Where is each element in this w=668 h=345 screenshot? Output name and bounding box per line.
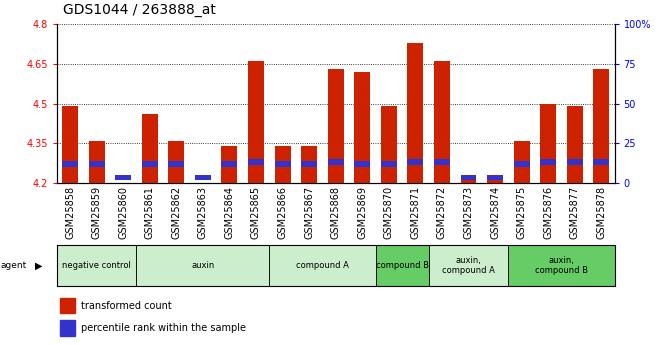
Text: ▶: ▶	[35, 261, 42, 270]
Bar	[593, 69, 609, 183]
Text: GSM25870: GSM25870	[384, 186, 394, 239]
Text: GSM25862: GSM25862	[171, 186, 181, 239]
Text: GSM25859: GSM25859	[92, 186, 102, 239]
Text: GSM25873: GSM25873	[464, 186, 474, 239]
Bar	[508, 245, 615, 286]
Text: compound B: compound B	[375, 261, 429, 270]
Bar	[540, 104, 556, 183]
Text: GDS1044 / 263888_at: GDS1044 / 263888_at	[63, 3, 216, 17]
Text: GSM25874: GSM25874	[490, 186, 500, 239]
Text: negative control: negative control	[62, 261, 131, 270]
Bar	[136, 245, 269, 286]
Text: auxin: auxin	[191, 261, 214, 270]
Bar	[168, 161, 184, 167]
Bar	[487, 175, 503, 180]
Text: GSM25869: GSM25869	[357, 186, 367, 239]
Text: GSM25865: GSM25865	[251, 186, 261, 239]
Text: auxin,
compound A: auxin, compound A	[442, 256, 495, 275]
Text: GSM25875: GSM25875	[516, 186, 526, 239]
Bar	[62, 106, 78, 183]
Bar	[222, 161, 237, 167]
Bar	[407, 159, 424, 165]
Text: GSM25863: GSM25863	[198, 186, 208, 239]
Bar	[248, 61, 264, 183]
Bar	[593, 159, 609, 165]
Bar	[142, 161, 158, 167]
Bar	[57, 245, 136, 286]
Bar	[354, 72, 370, 183]
Text: GSM25872: GSM25872	[437, 186, 447, 239]
Text: GSM25868: GSM25868	[331, 186, 341, 239]
Bar	[514, 161, 530, 167]
Bar	[328, 69, 343, 183]
Bar	[566, 106, 582, 183]
Bar	[328, 159, 343, 165]
Bar	[269, 245, 375, 286]
Bar	[407, 43, 424, 183]
Bar	[429, 245, 508, 286]
Bar	[168, 140, 184, 183]
Bar	[195, 175, 211, 180]
Bar	[275, 146, 291, 183]
Text: GSM25867: GSM25867	[304, 186, 314, 239]
Text: GSM25878: GSM25878	[597, 186, 607, 239]
Text: auxin,
compound B: auxin, compound B	[535, 256, 588, 275]
Bar	[62, 161, 78, 167]
Bar	[381, 106, 397, 183]
Bar	[301, 161, 317, 167]
Bar	[248, 159, 264, 165]
Bar	[142, 114, 158, 183]
Bar	[59, 298, 75, 313]
Bar	[460, 175, 476, 180]
Bar	[566, 159, 582, 165]
Bar	[354, 161, 370, 167]
Bar	[487, 178, 503, 183]
Bar	[434, 61, 450, 183]
Text: GSM25876: GSM25876	[543, 186, 553, 239]
Text: GSM25866: GSM25866	[277, 186, 287, 239]
Text: agent: agent	[1, 261, 27, 270]
Text: percentile rank within the sample: percentile rank within the sample	[81, 323, 246, 333]
Text: transformed count: transformed count	[81, 301, 172, 311]
Bar	[434, 159, 450, 165]
Bar	[222, 146, 237, 183]
Bar	[460, 178, 476, 183]
Text: GSM25871: GSM25871	[410, 186, 420, 239]
Text: compound A: compound A	[296, 261, 349, 270]
Bar	[89, 161, 105, 167]
Bar	[301, 146, 317, 183]
Text: GSM25861: GSM25861	[145, 186, 155, 239]
Bar	[381, 161, 397, 167]
Bar	[59, 320, 75, 336]
Text: GSM25877: GSM25877	[570, 186, 580, 239]
Bar	[115, 175, 131, 180]
Bar	[514, 140, 530, 183]
Bar	[89, 140, 105, 183]
Bar	[275, 161, 291, 167]
Bar	[540, 159, 556, 165]
Text: GSM25860: GSM25860	[118, 186, 128, 239]
Text: GSM25858: GSM25858	[65, 186, 75, 239]
Text: GSM25864: GSM25864	[224, 186, 234, 239]
Bar	[375, 245, 429, 286]
